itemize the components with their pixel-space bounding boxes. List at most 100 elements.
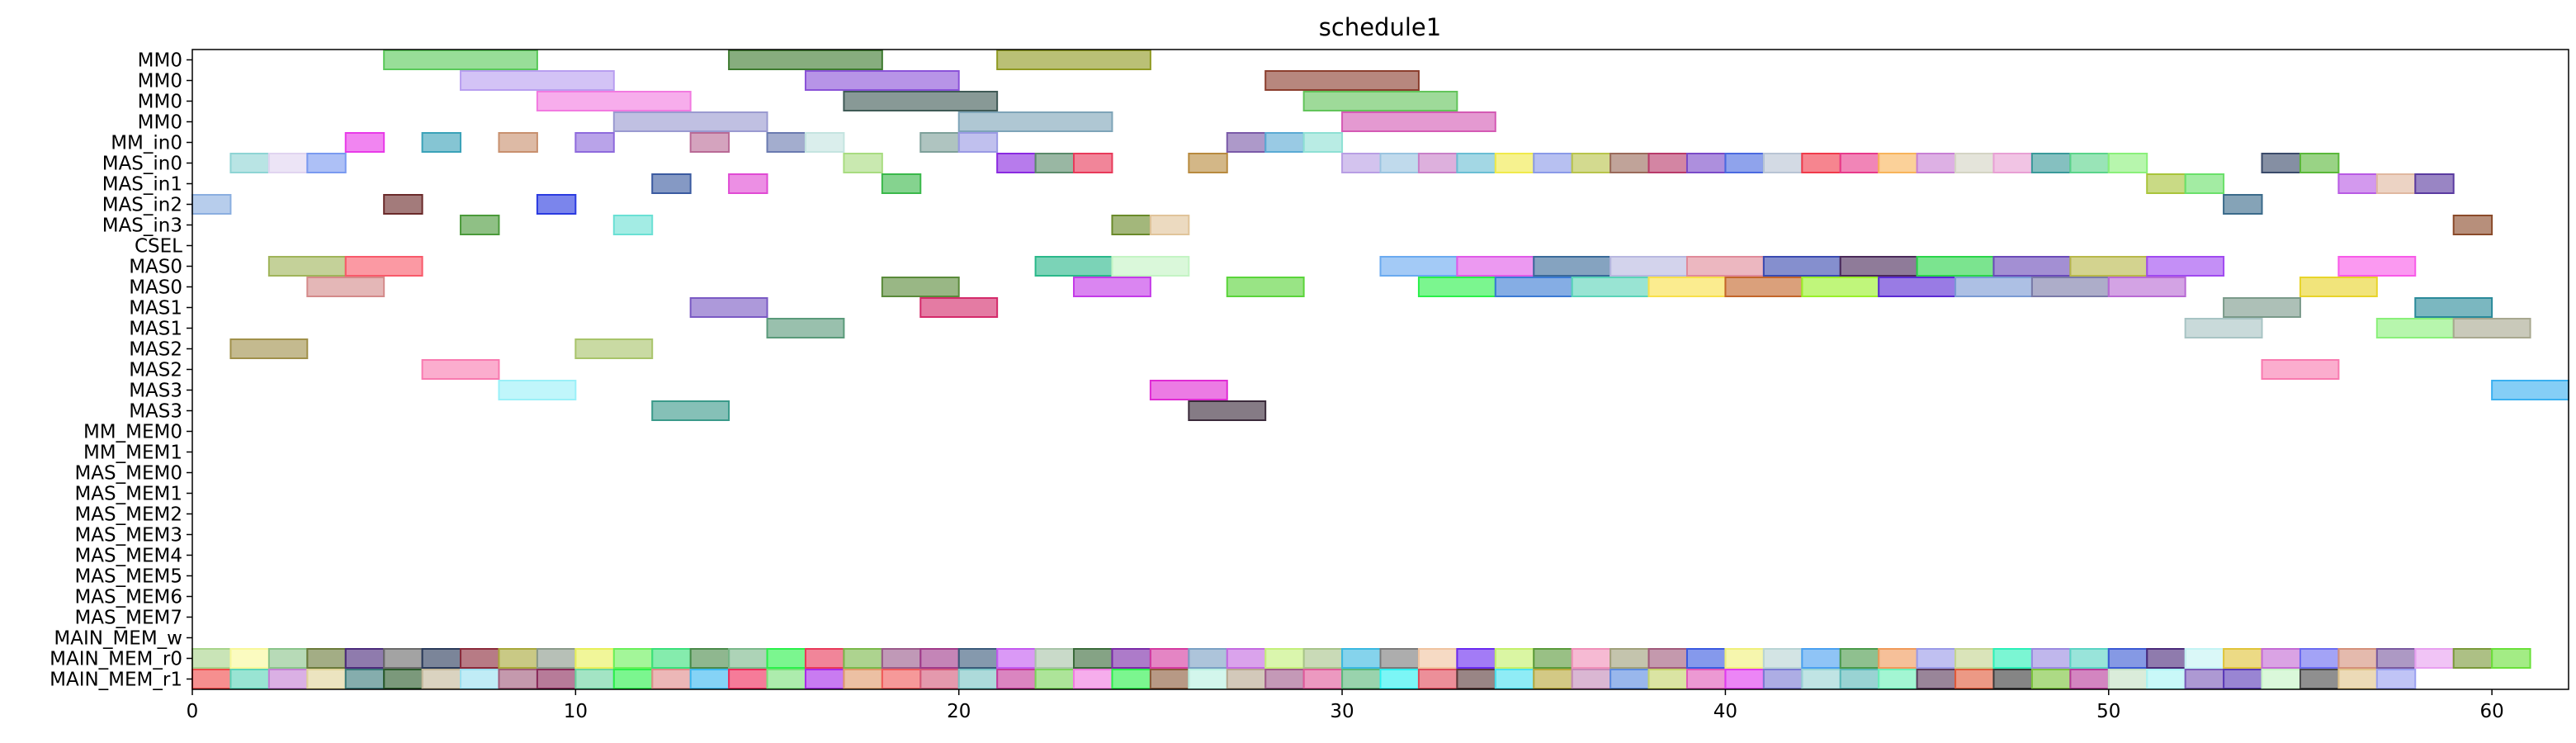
task-bar-1 xyxy=(728,50,883,70)
mem-bar-r30-22 xyxy=(1034,669,1075,689)
task-bar-68 xyxy=(612,215,654,235)
mem-bar-r29-55 xyxy=(2299,648,2340,669)
task-bar-97 xyxy=(1801,277,1880,297)
task-bar-43 xyxy=(1762,153,1803,173)
task-bar-98 xyxy=(1878,277,1957,297)
mem-bar-r29-2 xyxy=(267,648,309,669)
task-bar-90 xyxy=(1073,277,1151,297)
mem-bar-r30-4 xyxy=(344,669,385,689)
y-tick-label: MAS_MEM4 xyxy=(74,546,182,567)
task-bar-32 xyxy=(1341,153,1382,173)
y-tick-label: MM0 xyxy=(138,112,182,134)
task-bar-72 xyxy=(267,256,347,277)
mem-bar-r29-27 xyxy=(1226,648,1267,669)
mem-bar-r30-13 xyxy=(689,669,730,689)
mem-bar-r29-23 xyxy=(1073,648,1113,669)
mem-bar-r29-25 xyxy=(1149,648,1190,669)
mem-bar-r29-14 xyxy=(728,648,768,669)
mem-bar-r30-41 xyxy=(1762,669,1803,689)
task-bar-117 xyxy=(2491,380,2570,400)
task-bar-71 xyxy=(2452,215,2493,235)
mem-bar-r30-37 xyxy=(1609,669,1650,689)
mem-bar-r30-45 xyxy=(1916,669,1957,689)
y-tick-label: MAIN_MEM_r1 xyxy=(50,670,182,691)
mem-bar-r29-43 xyxy=(1839,648,1880,669)
mem-bar-r30-9 xyxy=(536,669,577,689)
task-bar-66 xyxy=(2223,194,2263,215)
task-bar-109 xyxy=(2375,318,2455,338)
mem-bar-r29-39 xyxy=(1685,648,1727,669)
mem-bar-r30-12 xyxy=(651,669,692,689)
task-bar-34 xyxy=(1417,153,1458,173)
mem-bar-r30-14 xyxy=(728,669,768,689)
mem-bar-r30-47 xyxy=(1992,669,2033,689)
mem-bar-r30-18 xyxy=(881,669,922,689)
task-bar-55 xyxy=(651,173,692,194)
task-bar-119 xyxy=(1188,400,1267,421)
task-bar-113 xyxy=(421,359,500,380)
y-tick-label: MM0 xyxy=(138,92,182,113)
mem-bar-r30-19 xyxy=(919,669,960,689)
task-bar-49 xyxy=(1992,153,2033,173)
task-bar-56 xyxy=(728,173,768,194)
x-tick-label: 0 xyxy=(187,701,199,722)
task-bar-106 xyxy=(2414,297,2493,318)
task-bar-87 xyxy=(2337,256,2417,277)
task-bar-88 xyxy=(306,277,385,297)
task-bar-6 xyxy=(536,91,692,111)
task-bar-35 xyxy=(1456,153,1496,173)
mem-bar-r29-6 xyxy=(421,648,462,669)
task-bar-67 xyxy=(460,215,500,235)
y-tick-label: MAS_MEM6 xyxy=(74,587,182,608)
plot-frame xyxy=(191,49,2569,690)
mem-bar-r29-37 xyxy=(1609,648,1650,669)
mem-bar-r29-26 xyxy=(1188,648,1228,669)
task-bar-40 xyxy=(1647,153,1688,173)
mem-bar-r30-0 xyxy=(191,669,232,689)
task-bar-8 xyxy=(1302,91,1458,111)
task-bar-4 xyxy=(804,70,960,91)
mem-bar-r29-21 xyxy=(996,648,1037,669)
task-bar-16 xyxy=(689,132,730,153)
task-bar-9 xyxy=(612,111,768,132)
y-tick-label: MAS1 xyxy=(129,298,182,319)
task-bar-13 xyxy=(421,132,462,153)
mem-bar-r30-29 xyxy=(1302,669,1344,689)
y-tick-label: MAIN_MEM_w xyxy=(54,628,182,650)
task-bar-89 xyxy=(881,277,960,297)
y-axis-labels: MM0MM0MM0MM0MM_in0MAS_in0MAS_in1MAS_in2M… xyxy=(50,50,192,691)
mem-bar-r30-17 xyxy=(843,669,883,689)
task-bar-50 xyxy=(2030,153,2072,173)
task-bar-76 xyxy=(1379,256,1458,277)
task-bar-92 xyxy=(1417,277,1496,297)
mem-bar-r30-56 xyxy=(2337,669,2378,689)
task-bar-45 xyxy=(1839,153,1880,173)
task-bar-18 xyxy=(804,132,845,153)
task-bar-116 xyxy=(1149,380,1228,400)
task-bar-70 xyxy=(1149,215,1190,235)
task-bar-100 xyxy=(2030,277,2110,297)
mem-bar-r30-15 xyxy=(766,669,806,689)
task-bar-69 xyxy=(1111,215,1151,235)
mem-bar-r29-47 xyxy=(1992,648,2033,669)
task-bar-60 xyxy=(2337,173,2378,194)
y-tick-label: MM_MEM0 xyxy=(83,422,182,443)
mem-bar-r30-48 xyxy=(2030,669,2072,689)
y-tick-label: MAS_MEM5 xyxy=(74,566,182,588)
mem-bar-r30-1 xyxy=(229,669,270,689)
mem-bar-r30-54 xyxy=(2261,669,2301,689)
mem-bar-r29-28 xyxy=(1264,648,1305,669)
mem-bar-r29-48 xyxy=(2030,648,2072,669)
y-tick-label: MAS1 xyxy=(129,319,182,340)
y-tick-label: CSEL xyxy=(135,236,182,258)
mem-bar-r30-26 xyxy=(1188,669,1228,689)
y-tick-label: MM_MEM1 xyxy=(83,442,182,464)
y-tick-label: MAS_MEM0 xyxy=(74,463,182,485)
mem-bar-r29-33 xyxy=(1456,648,1496,669)
chart-title: schedule1 xyxy=(1319,13,1441,41)
mem-bar-r29-45 xyxy=(1916,648,1957,669)
task-bar-61 xyxy=(2375,173,2417,194)
task-bar-51 xyxy=(2069,153,2110,173)
mem-bar-r29-16 xyxy=(804,648,845,669)
task-bar-7 xyxy=(843,91,999,111)
